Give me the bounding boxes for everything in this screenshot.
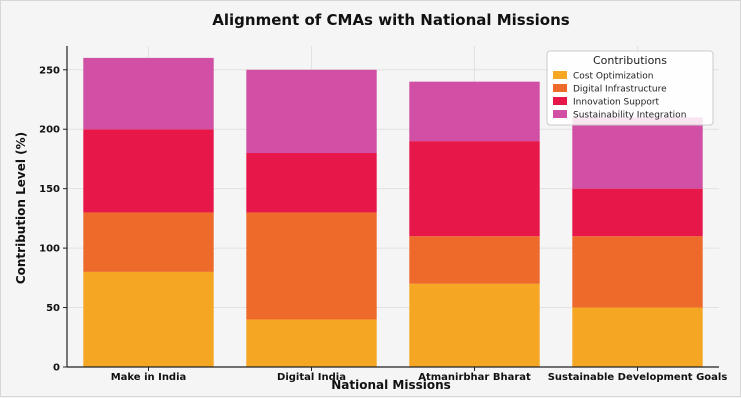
bar-segment [246,212,377,320]
y-tick-label: 150 [39,184,60,195]
x-ticks: Make in India Digital India Atmanirbhar Bh… [111,367,728,383]
y-tick-label: 200 [39,125,60,136]
chart-title: Alignment of CMAs with National Missions [212,11,570,29]
bar-segment [409,283,540,367]
bar-segment [246,153,377,213]
y-tick-label: 0 [53,363,60,374]
legend-swatch [553,84,567,92]
legend-swatch [553,71,567,79]
bar-segment [409,81,540,142]
y-tick-label: 250 [39,65,60,76]
bar-segment [572,307,703,367]
legend-entry: Cost Optimization [573,72,653,82]
y-axis-label: Contribution Level (%) [14,132,28,284]
bar-segment [572,236,703,308]
bar-segment [572,117,703,189]
bar-segment [83,212,214,272]
bar-segment [83,271,214,367]
bar-segment [409,236,540,284]
legend: Contributions Cost Optimization Digital In… [546,50,714,126]
bar-segment [83,129,214,213]
bar-segment [409,141,540,237]
x-tick-label: Digital India [277,372,346,383]
bars [83,57,703,367]
bar-segment [246,319,377,367]
x-tick-label: Make in India [111,372,187,383]
legend-title: Contributions [593,54,667,67]
y-tick-label: 100 [39,244,60,255]
bar-segment [246,69,377,153]
legend-box [546,50,714,126]
bar-segment [572,188,703,237]
legend-entry: Sustainability Integration [573,111,686,121]
y-ticks: 0 50 100 150 200 250 [39,65,67,374]
x-tick-label: Sustainable Development Goals [548,372,728,383]
legend-entry: Innovation Support [573,98,660,108]
x-axis-label: National Missions [331,378,451,392]
legend-swatch [553,110,567,118]
y-tick-label: 50 [46,303,60,314]
x-tick-label: Atmanirbhar Bharat [418,372,531,383]
bar-segment [83,57,214,130]
legend-entry: Digital Infrastructure [573,85,667,95]
axes [66,46,719,368]
legend-swatch [553,97,567,105]
